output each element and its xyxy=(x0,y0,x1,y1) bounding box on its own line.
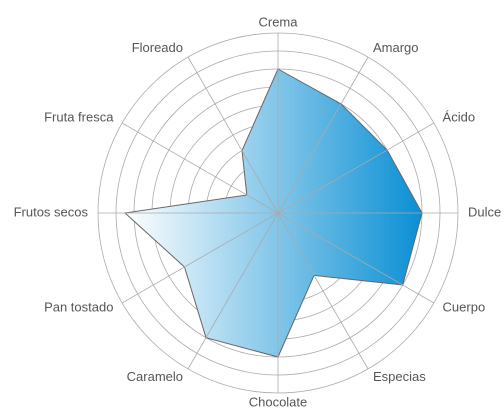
axis-label: Ácido xyxy=(443,109,476,124)
axis-spoke xyxy=(121,122,279,214)
axis-spoke xyxy=(277,212,435,304)
axis-spoke xyxy=(187,212,279,370)
axis-spoke xyxy=(277,212,369,370)
axis-label: Pan tostado xyxy=(44,299,113,314)
axis-label: Crema xyxy=(258,14,298,29)
axis-spoke xyxy=(121,212,279,304)
axis-label: Amargo xyxy=(373,40,419,55)
axis-label: Cuerpo xyxy=(443,299,486,314)
axis-label: Especias xyxy=(373,369,426,384)
axis-label: Chocolate xyxy=(249,394,308,409)
axis-spoke xyxy=(187,56,279,214)
axis-label: Fruta fresca xyxy=(44,109,114,124)
axis-spoke xyxy=(277,122,435,214)
axis-label: Frutos secos xyxy=(14,204,89,219)
axis-label: Floreado xyxy=(132,40,183,55)
axis-spoke xyxy=(277,56,369,214)
axis-label: Dulce xyxy=(468,204,501,219)
axis-label: Caramelo xyxy=(127,369,183,384)
